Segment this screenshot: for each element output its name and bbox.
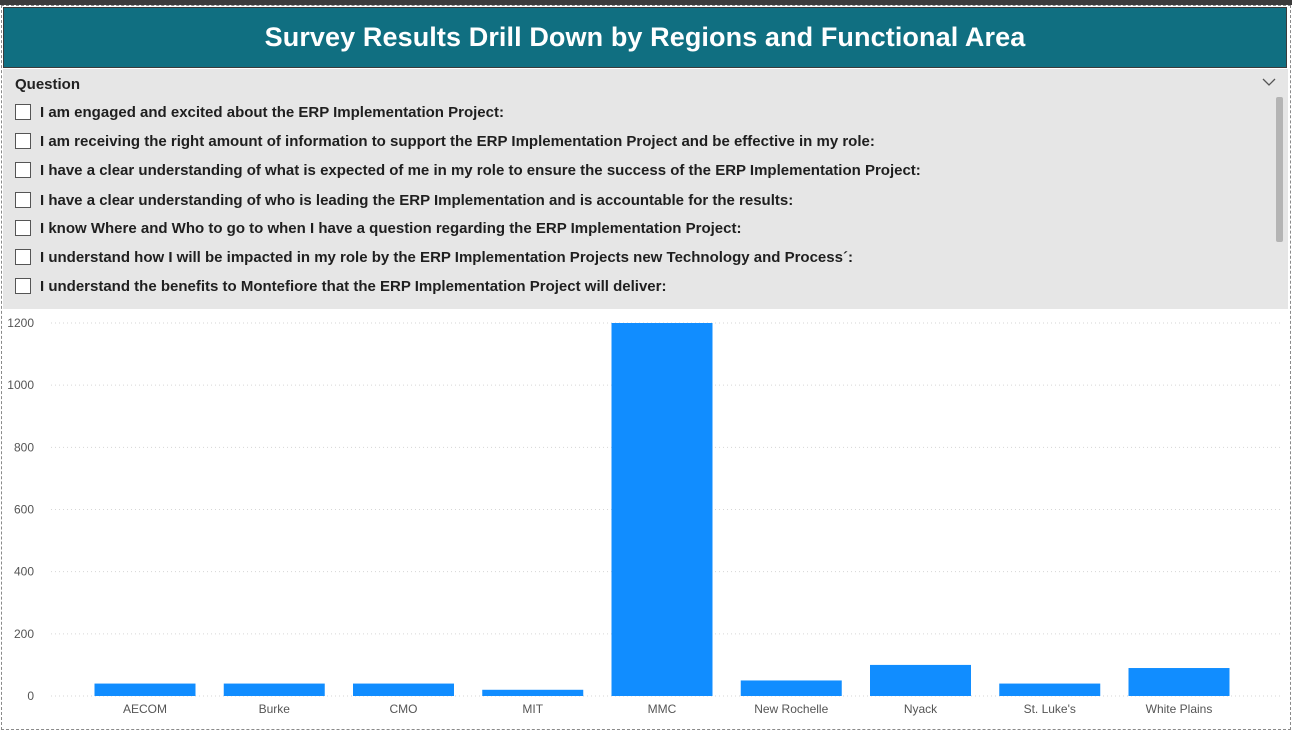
x-tick-label: CMO — [390, 702, 418, 716]
page-title: Survey Results Drill Down by Regions and… — [264, 22, 1026, 52]
bar — [1128, 668, 1230, 696]
y-tick-label: 1000 — [7, 378, 34, 392]
checkbox[interactable] — [15, 249, 31, 265]
chevron-down-icon[interactable] — [1262, 75, 1276, 89]
slicer-item[interactable]: I am receiving the right amount of infor… — [15, 131, 875, 151]
x-tick-label: Burke — [259, 702, 291, 716]
slicer-item[interactable]: I understand how I will be impacted in m… — [15, 247, 853, 267]
x-tick-label: MIT — [522, 702, 543, 716]
question-slicer[interactable]: Question I am engaged and excited about … — [3, 69, 1288, 309]
slicer-item[interactable]: I have a clear understanding of what is … — [15, 160, 921, 180]
y-tick-label: 800 — [14, 440, 34, 454]
checkbox[interactable] — [15, 192, 31, 208]
slicer-item[interactable]: I know Where and Who to go to when I hav… — [15, 218, 741, 238]
y-tick-label: 400 — [14, 565, 34, 579]
bar — [740, 680, 842, 696]
slicer-title: Question — [15, 76, 81, 93]
slicer-item-label: I understand the benefits to Montefiore … — [40, 277, 667, 295]
bar-chart: 0 200 400 600 800 1000 1200 AECOM Burke CMO MIT MMC… — [3, 309, 1288, 728]
title-banner: Survey Results Drill Down by Regions and… — [3, 7, 1287, 68]
report-page-frame — [1, 5, 1291, 730]
checkbox[interactable] — [15, 133, 31, 149]
slicer-item-label: I am engaged and excited about the ERP I… — [40, 103, 504, 121]
slicer-item[interactable]: I understand the benefits to Montefiore … — [15, 276, 666, 296]
y-tick-label: 200 — [14, 627, 34, 641]
bar — [999, 683, 1101, 696]
x-tick-label: White Plains — [1146, 702, 1213, 716]
slicer-item-label: I am receiving the right amount of infor… — [40, 132, 875, 150]
y-tick-label: 1200 — [7, 316, 34, 330]
x-tick-label: St. Luke's — [1024, 702, 1076, 716]
y-tick-label: 600 — [14, 503, 34, 517]
bar — [870, 664, 971, 696]
checkbox[interactable] — [15, 220, 31, 236]
slicer-item-label: I understand how I will be impacted in m… — [40, 248, 853, 266]
checkbox[interactable] — [15, 162, 31, 178]
checkbox[interactable] — [15, 278, 31, 294]
slicer-item-label: I know Where and Who to go to when I hav… — [40, 219, 742, 237]
bar-chart-svg: 0 200 400 600 800 1000 1200 AECOM Burke CMO MIT MMC… — [7, 316, 1281, 716]
x-tick-label: New Rochelle — [754, 702, 828, 716]
slicer-item-label: I have a clear understanding of who is l… — [40, 191, 794, 209]
slicer-item[interactable]: I have a clear understanding of who is l… — [15, 190, 793, 210]
x-tick-label: MMC — [648, 702, 677, 716]
checkbox[interactable] — [15, 104, 31, 120]
window-top-strip — [0, 0, 1292, 5]
x-tick-label: Nyack — [904, 702, 938, 716]
slicer-scrollbar[interactable] — [1276, 97, 1283, 242]
slicer-item-label: I have a clear understanding of what is … — [40, 161, 921, 179]
bar — [482, 689, 584, 696]
bar — [611, 323, 713, 696]
slicer-item[interactable]: I am engaged and excited about the ERP I… — [15, 102, 504, 122]
x-tick-label: AECOM — [123, 702, 167, 716]
y-tick-label: 0 — [27, 689, 34, 703]
bar — [223, 683, 325, 696]
bar — [353, 683, 454, 696]
bar — [94, 683, 196, 696]
